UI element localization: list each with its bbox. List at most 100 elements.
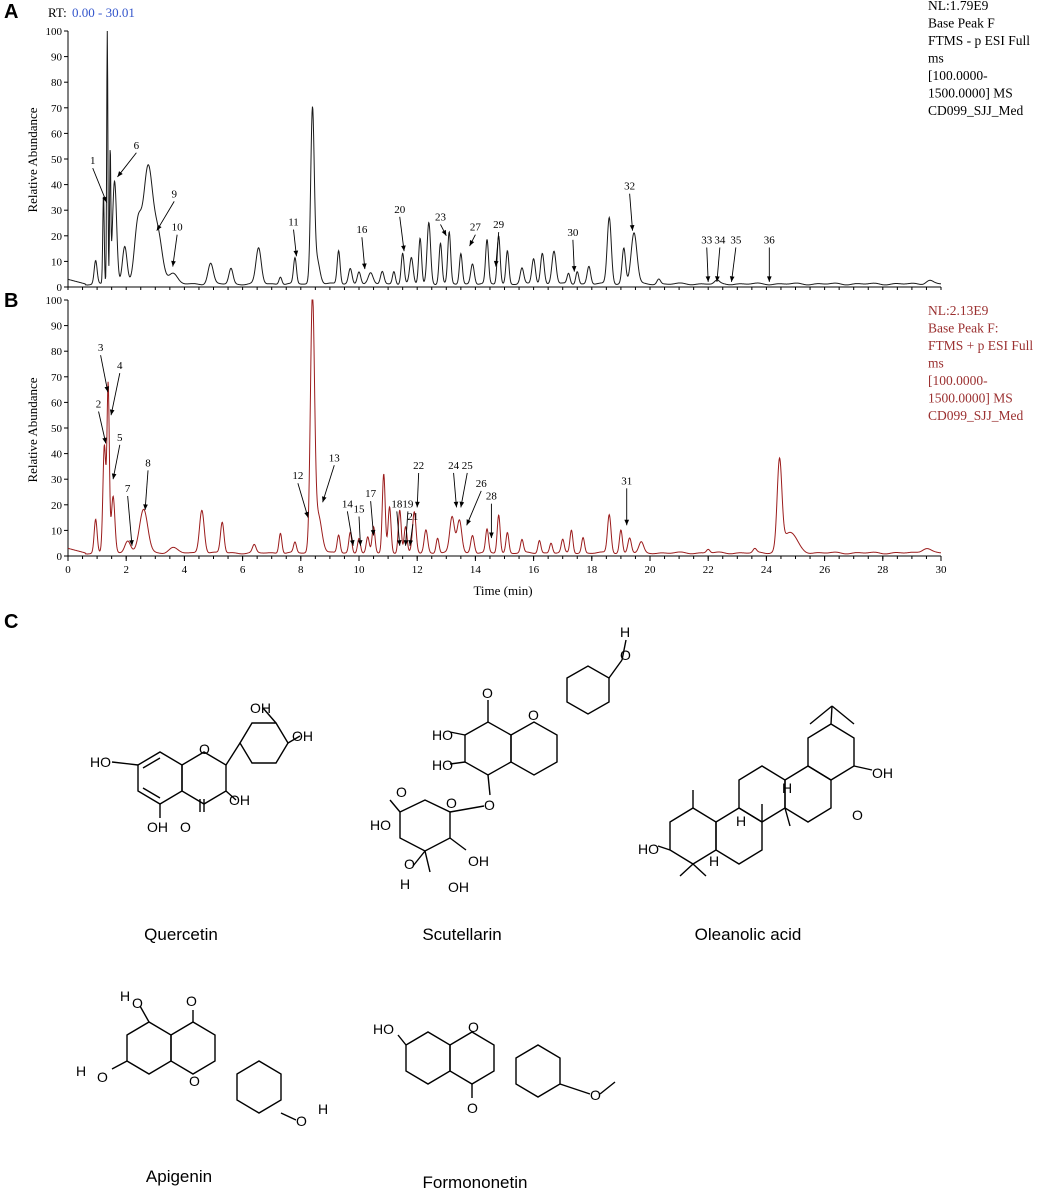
scan-info-line: NL:1.79E9 <box>928 0 989 13</box>
quercetin-oh-3: OH <box>229 792 250 808</box>
peak-label-text: 24 <box>448 460 460 472</box>
peak-label: 32 <box>624 181 635 231</box>
peak-arrow-head <box>715 276 720 282</box>
peak-label: 13 <box>322 452 340 503</box>
peak-arrow-head <box>111 473 117 480</box>
peak-arrow-line <box>629 193 633 231</box>
peak-label: 4 <box>109 360 123 416</box>
peak-label-text: 2 <box>96 399 102 411</box>
scan-info-line: NL:2.13E9 <box>928 303 989 318</box>
x-tick-label: 28 <box>877 564 889 576</box>
peak-label: 6 <box>117 140 140 178</box>
peak-label: 34 <box>714 234 726 282</box>
scutellarin-h-top: H <box>620 624 630 640</box>
oleanolic-oh-acid: OH <box>872 765 893 781</box>
peak-arrow-line <box>399 216 405 252</box>
peak-label-text: 20 <box>394 204 406 216</box>
oleanolic-h-2: H <box>709 853 719 869</box>
scutellarin-ho-6: HO <box>432 757 453 773</box>
y-tick-label: 0 <box>57 551 63 563</box>
peak-label-text: 15 <box>354 503 366 515</box>
y-axis-label-a: Relative Abundance <box>25 107 40 212</box>
peak-label: 15 <box>354 503 366 546</box>
quercetin-oh-7: HO <box>90 754 111 770</box>
scan-info-line: 1500.0000] MS <box>928 86 1013 101</box>
oleanolic-h-3: H <box>782 780 792 796</box>
y-tick-label: 60 <box>51 128 63 140</box>
peak-arrow-head <box>396 540 402 546</box>
panel-label-c: C <box>4 611 18 633</box>
peak-label: 29 <box>493 219 505 267</box>
peak-arrow-line <box>416 472 420 508</box>
peak-label: 5 <box>111 432 123 480</box>
axes-a: 0 10 20 30 40 50 60 70 80 90 100 <box>46 26 942 294</box>
scan-info-line: ms <box>928 51 944 66</box>
peak-label: 19 <box>402 498 414 546</box>
apigenin-structure <box>111 1005 297 1121</box>
x-tick-label: 8 <box>298 564 304 576</box>
x-axis-label: Time (min) <box>473 583 532 598</box>
scutellarin-ho-acid: HO <box>370 817 391 833</box>
scutellarin-name: Scutellarin <box>422 925 501 944</box>
x-tick-label: 2 <box>123 564 129 576</box>
quercetin-oh-5: OH <box>147 819 168 835</box>
peak-label: 35 <box>729 234 742 282</box>
peak-label-text: 11 <box>288 217 299 229</box>
peak-arrow-line <box>322 465 335 503</box>
peak-arrow-line <box>92 167 108 203</box>
x-tick-label: 0 <box>65 564 71 576</box>
y-tick-label: 10 <box>51 525 63 537</box>
peak-label-text: 22 <box>413 460 424 472</box>
scutellarin-o-link: O <box>484 797 495 813</box>
peak-arrow-head <box>415 501 420 508</box>
peak-label-text: 33 <box>701 234 713 246</box>
scutellarin-o-acid: O <box>396 784 407 800</box>
y-tick-label: 90 <box>51 52 63 64</box>
peak-arrow-head <box>401 245 406 252</box>
scan-info-line: CD099_SJJ_Med <box>928 408 1024 423</box>
peak-arrow-head <box>361 263 367 270</box>
peak-arrow-head <box>571 266 577 272</box>
peak-label-text: 31 <box>621 475 632 487</box>
peak-arrow-head <box>293 250 299 257</box>
peak-arrow-head <box>624 519 630 526</box>
peak-label: 33 <box>701 234 713 282</box>
quercetin-structure <box>111 707 301 818</box>
quercetin-ring-a <box>137 751 183 805</box>
peak-arrow-head <box>102 437 107 444</box>
peak-label: 30 <box>567 227 579 272</box>
x-tick-label: 24 <box>761 564 773 576</box>
scutellarin-o-2p: O <box>404 856 415 872</box>
peak-label: 23 <box>435 211 447 237</box>
y-tick-label: 80 <box>51 346 63 358</box>
peak-label-text: 10 <box>172 222 184 234</box>
peak-label: 25 <box>459 460 474 508</box>
y-tick-label: 20 <box>51 500 63 512</box>
y-tick-label: 90 <box>51 321 63 333</box>
peak-arrow-head <box>629 224 635 231</box>
scutellarin-o-keto: O <box>482 685 493 701</box>
peak-label-text: 1 <box>90 155 96 167</box>
peak-label-text: 9 <box>171 188 177 200</box>
scutellarin-structure <box>389 639 627 873</box>
peak-arrow-head <box>129 540 134 546</box>
peak-arrow-line <box>144 470 149 510</box>
y-tick-label: 60 <box>51 397 63 409</box>
peak-label: 10 <box>171 222 183 267</box>
peak-label-text: 27 <box>470 222 482 234</box>
peak-arrow-line <box>110 373 121 416</box>
peak-label-text: 25 <box>462 460 474 472</box>
scutellarin-oh-3p: OH <box>448 879 469 895</box>
x-tick-label: 14 <box>470 564 482 576</box>
peak-arrow-head <box>469 240 475 247</box>
peak-arrow-head <box>729 276 735 282</box>
peak-label: 28 <box>486 491 497 539</box>
peak-arrow-head <box>171 260 176 267</box>
scan-info-line: ms <box>928 356 944 371</box>
scutellarin-h-2p: H <box>400 876 410 892</box>
scan-info-line: FTMS + p ESI Full <box>928 338 1033 353</box>
quercetin-oh-3p: OH <box>250 700 271 716</box>
peak-label-text: 7 <box>125 483 131 495</box>
peak-label: 3 <box>98 342 110 393</box>
x-tick-label: 20 <box>645 564 657 576</box>
